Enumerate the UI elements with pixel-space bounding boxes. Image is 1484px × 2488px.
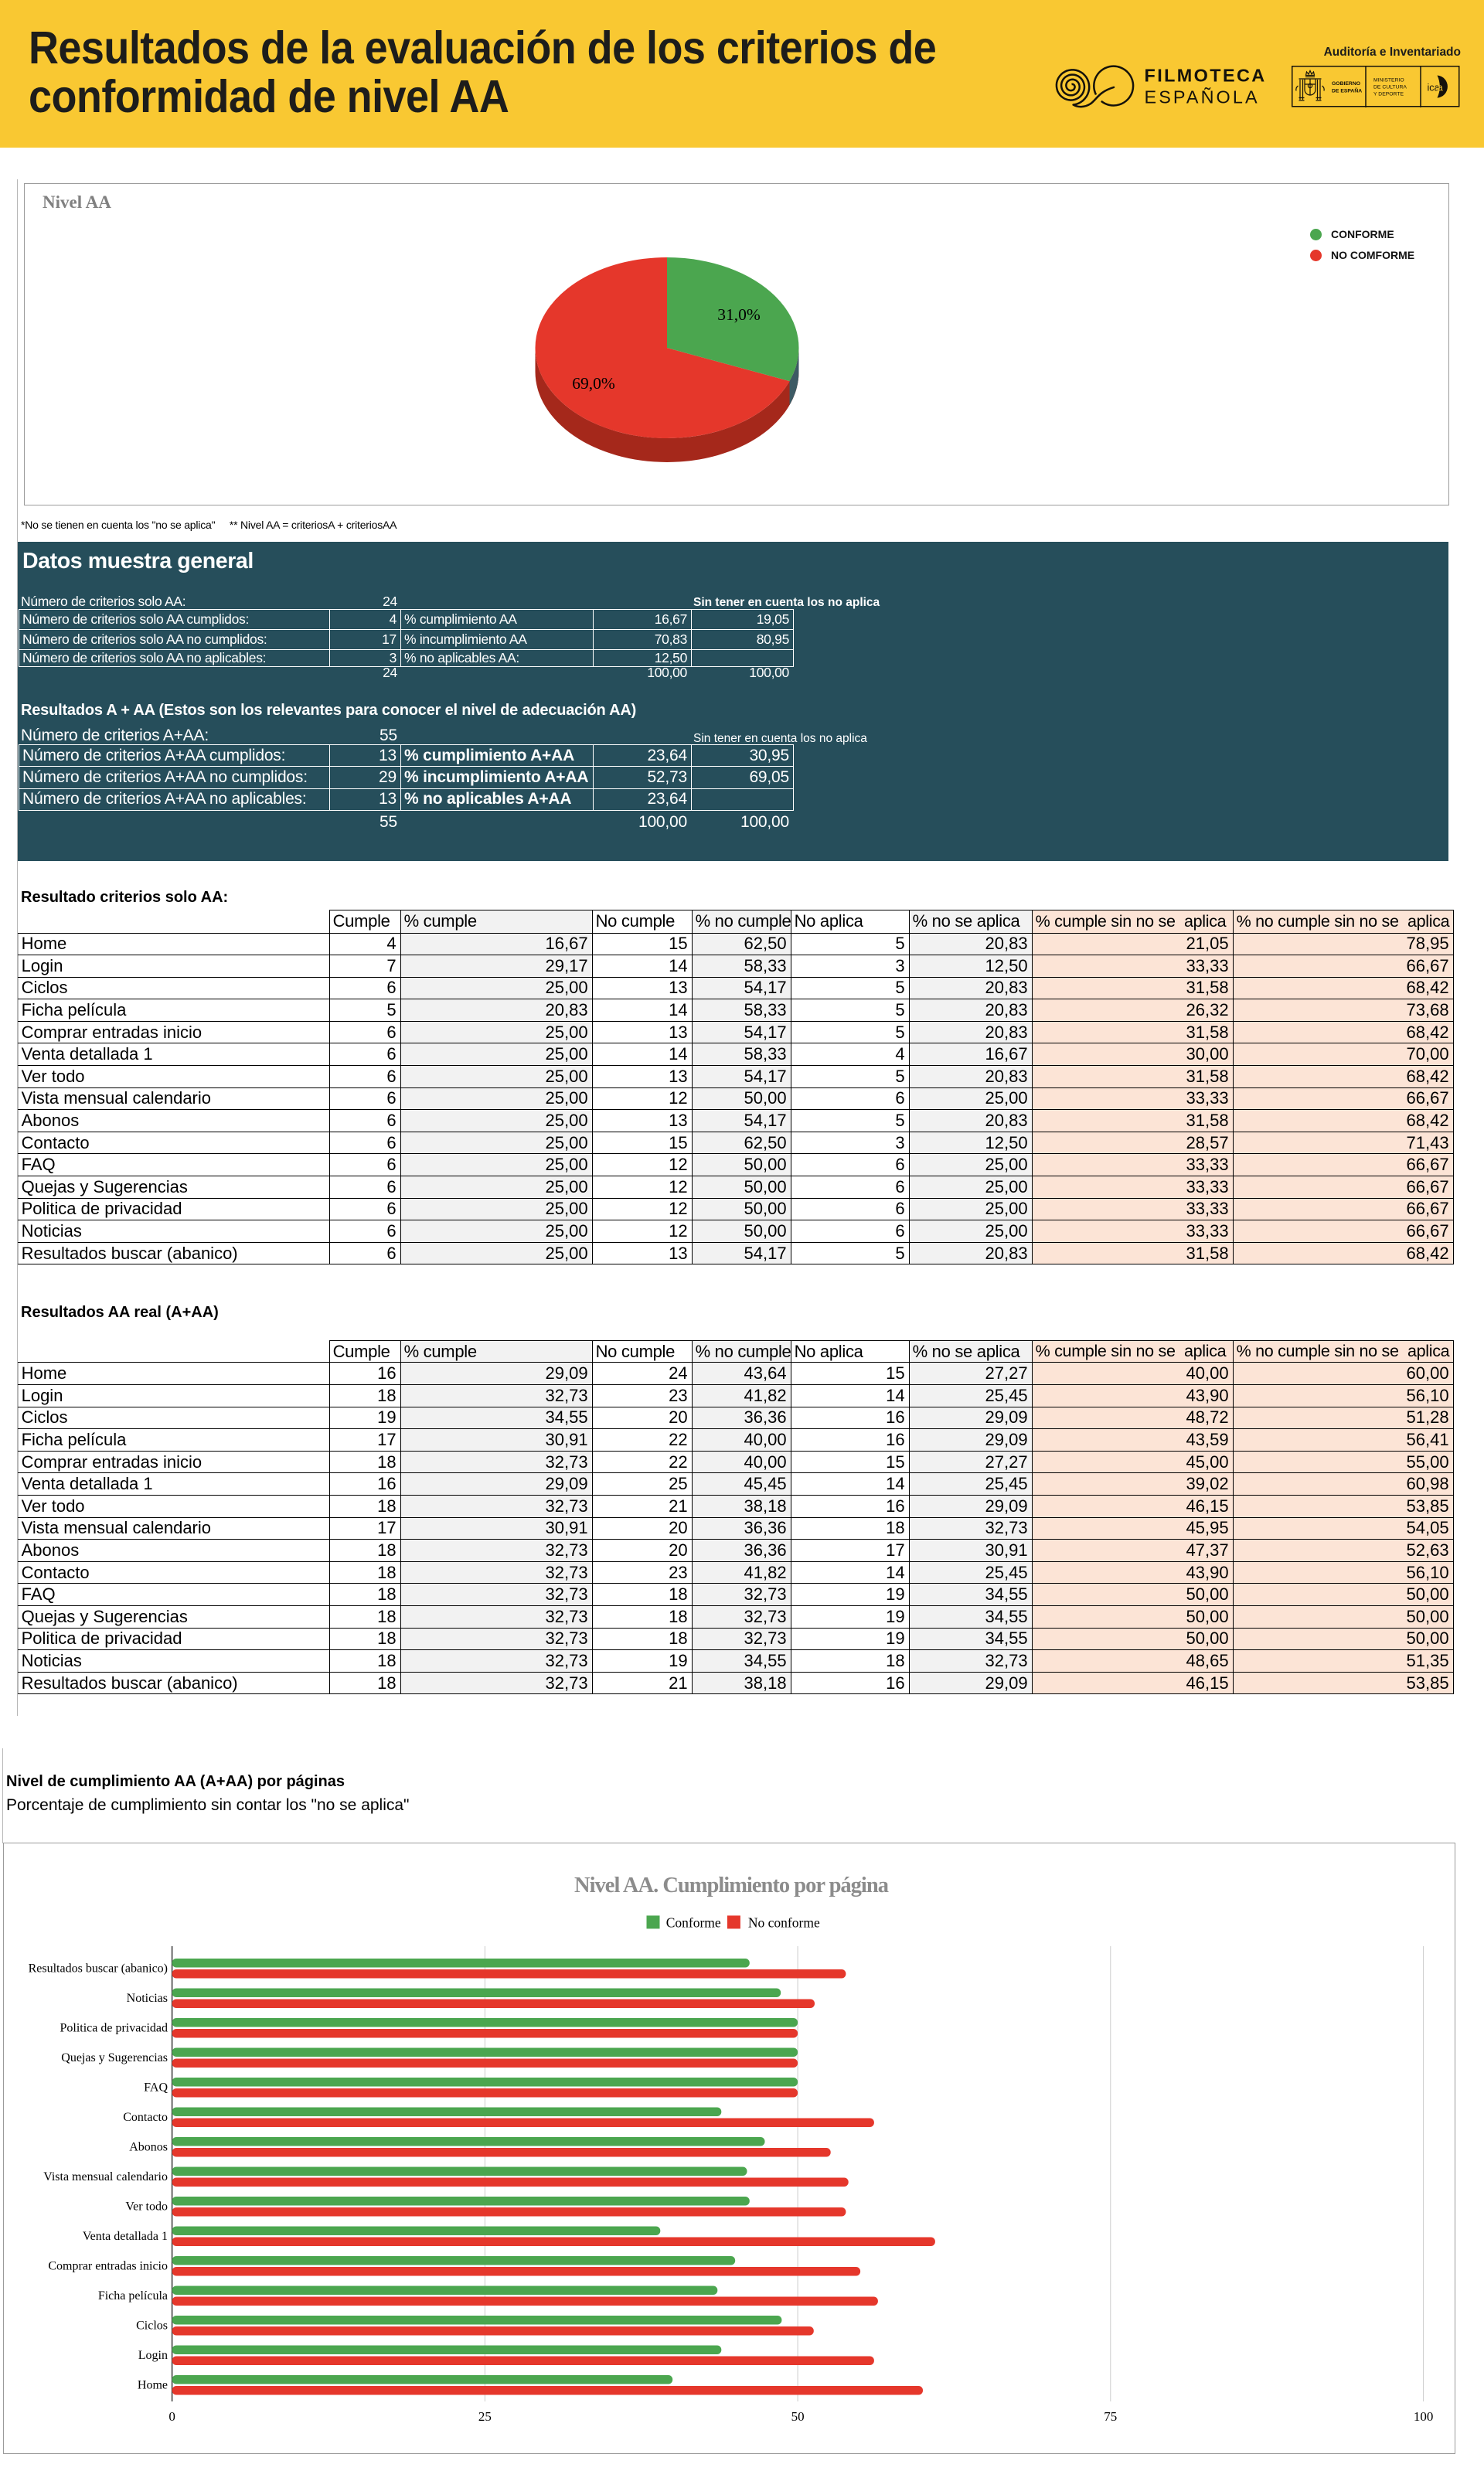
svg-text:50: 50 <box>791 2409 805 2424</box>
svg-text:Contacto: Contacto <box>123 2111 168 2124</box>
svg-text:100: 100 <box>1414 2409 1434 2424</box>
svg-text:69,0%: 69,0% <box>572 374 615 393</box>
svg-text:Quejas y Sugerencias: Quejas y Sugerencias <box>61 2051 168 2064</box>
svg-text:No conforme: No conforme <box>748 1915 820 1931</box>
svg-text:Resultados buscar (abanico): Resultados buscar (abanico) <box>29 1962 168 1976</box>
svg-text:DE CULTURA: DE CULTURA <box>1373 85 1407 90</box>
svg-text:a: a <box>1438 83 1443 94</box>
svg-text:Ciclos: Ciclos <box>136 2320 168 2333</box>
svg-text:0: 0 <box>168 2409 175 2424</box>
svg-text:Login: Login <box>138 2349 168 2362</box>
svg-text:Conforme: Conforme <box>666 1915 721 1931</box>
svg-text:31,0%: 31,0% <box>717 305 761 324</box>
svg-text:Politica de privacidad: Politica de privacidad <box>60 2022 168 2035</box>
svg-text:Vista mensual calendario: Vista mensual calendario <box>43 2170 168 2183</box>
svg-text:Home: Home <box>138 2379 168 2392</box>
svg-text:Y DEPORTE: Y DEPORTE <box>1373 92 1404 97</box>
svg-text:FILMOTECA: FILMOTECA <box>1145 66 1267 86</box>
svg-text:25: 25 <box>478 2409 492 2424</box>
svg-text:FAQ: FAQ <box>144 2081 168 2095</box>
svg-text:Ficha película: Ficha película <box>98 2289 168 2303</box>
svg-text:Venta detallada 1: Venta detallada 1 <box>83 2230 168 2243</box>
svg-text:Nivel AA. Cumplimiento por pág: Nivel AA. Cumplimiento por página <box>574 1874 889 1897</box>
svg-text:Abonos: Abonos <box>129 2141 168 2154</box>
svg-text:ESPAÑOLA: ESPAÑOLA <box>1145 87 1260 107</box>
svg-text:DE ESPAÑA: DE ESPAÑA <box>1332 87 1362 94</box>
svg-text:Noticias: Noticias <box>127 1992 168 2005</box>
svg-text:75: 75 <box>1104 2409 1117 2424</box>
svg-text:MINISTERIO: MINISTERIO <box>1373 78 1404 83</box>
svg-text:Ver todo: Ver todo <box>125 2200 168 2214</box>
svg-text:ica: ica <box>1428 83 1440 94</box>
svg-text:Comprar entradas inicio: Comprar entradas inicio <box>48 2260 168 2273</box>
svg-text:GOBIERNO: GOBIERNO <box>1332 81 1360 87</box>
